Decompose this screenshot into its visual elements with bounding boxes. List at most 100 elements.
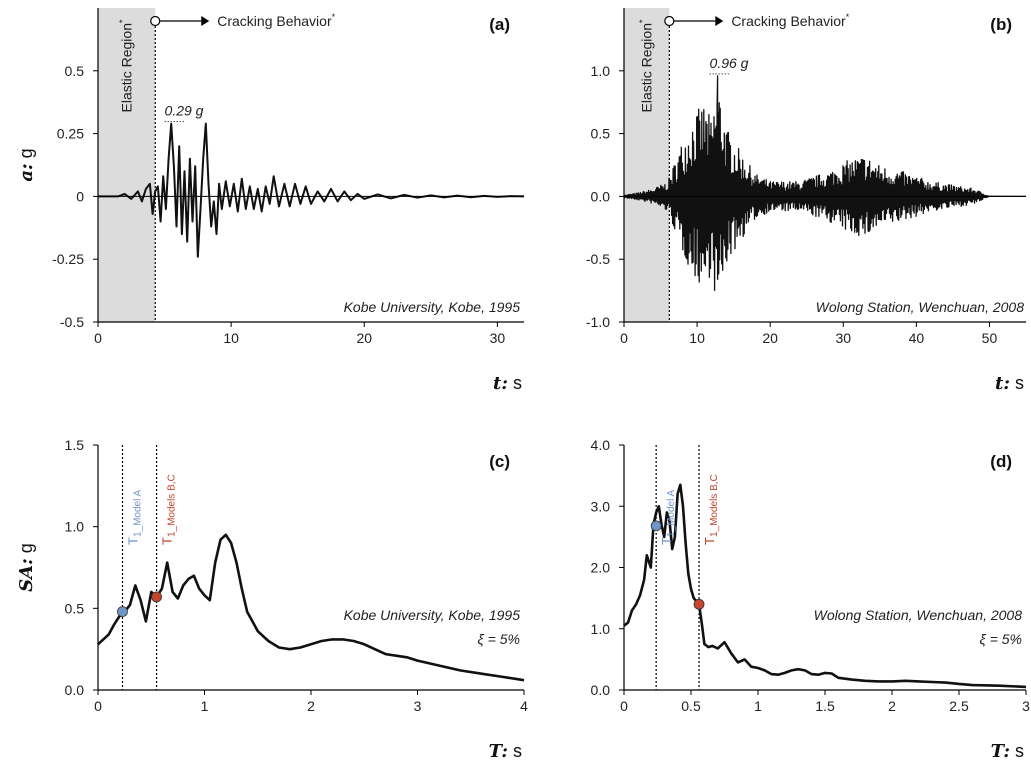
elastic-region-band [624,8,670,322]
record-label: Kobe University, Kobe, 1995 [344,299,521,315]
period-label-subscript: 1_Models B,C [709,474,720,537]
panel-a: Elastic Region* Cracking Behavior* 0.29 g K… [98,8,525,322]
panel-label: (c) [489,452,510,471]
x-tick-label: 40 [909,330,925,346]
x-axis-label: T: s [991,741,1024,762]
y-tick-label: -0.5 [586,251,610,267]
y-axis-symbol: SA: [16,558,37,592]
damping-label: ξ = 5% [478,631,520,647]
x-tick-label: 20 [762,330,778,346]
panel-label: (b) [990,15,1012,34]
x-tick-label: 0.5 [681,698,701,714]
y-tick-label: 0 [76,188,84,204]
cracking-behavior-asterisk: * [332,12,336,22]
cracking-behavior-label: Cracking Behavior* [731,12,849,29]
panel-a-axes: 0 10 20 30 -0.5 -0.25 0 0.25 0.5 (a) t: s a: g [16,8,524,394]
elastic-region-label: Elastic Region* [118,19,135,113]
x-tick-label: 3 [414,698,422,714]
x-tick-label: 0 [94,330,102,346]
period-label-models-bc: T1_Models B,C [160,474,178,545]
period-label-subscript: 1_Model A [132,489,143,537]
x-axis-unit: s [1015,373,1024,393]
y-tick-label: 0.25 [57,126,84,142]
x-tick-label: 20 [356,330,372,346]
y-tick-label: 0.5 [65,63,85,79]
x-tick-label: 0 [94,698,102,714]
y-tick-label: 4.0 [591,437,611,453]
cracking-behavior-asterisk: * [846,12,850,22]
x-tick-label: 10 [689,330,705,346]
x-tick-label: 50 [982,330,998,346]
x-axis-symbol: t: [995,373,1010,394]
cracking-arrow-head [715,16,724,26]
y-axis-label: SA: g [16,543,37,592]
peak-label: 0.29 g [165,103,204,119]
damping-label: ξ = 5% [980,631,1022,647]
x-tick-label: 2 [888,698,896,714]
y-tick-label: 0.0 [591,188,611,204]
elastic-region-band [98,8,156,322]
x-axis-label: T: s [489,741,522,762]
x-tick-label: 1.5 [815,698,835,714]
y-tick-label: -0.5 [60,314,84,330]
y-tick-label: 0.5 [591,126,611,142]
y-axis-unit: g [16,148,36,158]
cracking-behavior-label: Cracking Behavior* [217,12,335,29]
x-tick-label: 30 [490,330,506,346]
x-axis-symbol: T: [489,741,508,762]
y-axis-symbol: a: [16,163,37,181]
x-tick-label: 1 [201,698,209,714]
panel-d-axes: 0 0.5 1 1.5 2 2.5 3 0.0 1.0 2.0 3.0 4.0 (d) T: s [591,437,1031,762]
y-tick-label: 0.0 [591,682,611,698]
x-axis-label: t: s [995,373,1024,394]
period-label-models-bc: T1_Models B,C [702,474,720,545]
y-tick-label: 3.0 [591,498,611,514]
period-label-subscript: 1_Models B,C [167,474,178,537]
x-axis-symbol: t: [493,373,508,394]
cracking-start-marker [150,15,161,27]
record-label: Wolong Station, Wenchuan, 2008 [816,299,1025,315]
period-label-subscript: 1_Model A [666,489,677,537]
x-tick-label: 1 [754,698,762,714]
y-tick-label: -1.0 [586,314,610,330]
cracking-arrow-head [201,16,210,26]
y-tick-label: 1.0 [65,519,85,535]
period-marker-models-bc [151,591,162,603]
spectrum-curve-c [97,533,525,682]
x-axis-symbol: T: [991,741,1010,762]
record-label: Kobe University, Kobe, 1995 [344,607,521,623]
y-tick-label: 1.0 [591,63,611,79]
panel-c: T1_Model A T1_Models B,C Kobe University, … [97,445,525,690]
y-axis-label: a: g [16,148,37,181]
x-axis-unit: s [513,741,522,761]
panel-c-axes: 0 1 2 3 4 0.0 0.5 1.0 1.5 (c) T: s SA: g [16,437,528,762]
y-tick-label: 0.0 [65,682,85,698]
x-tick-label: 2 [307,698,315,714]
x-axis-unit: s [1015,741,1024,761]
y-tick-label: 0.5 [65,600,85,616]
x-tick-label: 2.5 [949,698,969,714]
peak-label: 0.96 g [710,55,749,71]
period-label-model-a: T1_Model A [659,489,677,545]
y-tick-label: -0.25 [52,251,84,267]
x-tick-label: 0 [620,330,628,346]
panel-label: (d) [990,452,1012,471]
x-axis-unit: s [513,373,522,393]
period-label-model-a: T1_Model A [125,489,143,545]
elastic-region-label: Elastic Region* [638,19,655,113]
acceleration-trace-b [623,75,1027,292]
acceleration-trace-a [98,122,525,258]
x-tick-label: 3 [1022,698,1030,714]
spectrum-curve-d [623,483,1027,689]
y-tick-label: 1.5 [65,437,85,453]
panel-b: Elastic Region* Cracking Behavior* 0.96 g W… [623,8,1027,322]
panel-b-axes: 0 10 20 30 40 50 -1.0 -0.5 0.0 0.5 1.0 (b) t: s [586,8,1026,394]
y-tick-label: 1.0 [591,621,611,637]
cracking-start-marker [664,15,675,27]
x-axis-label: t: s [493,373,522,394]
x-tick-label: 0 [620,698,628,714]
x-tick-label: 30 [835,330,851,346]
elastic-region-asterisk: * [118,19,128,23]
record-label: Wolong Station, Wenchuan, 2008 [814,607,1023,623]
